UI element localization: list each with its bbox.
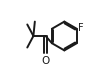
Text: F: F [78, 23, 84, 33]
Text: O: O [41, 56, 50, 66]
